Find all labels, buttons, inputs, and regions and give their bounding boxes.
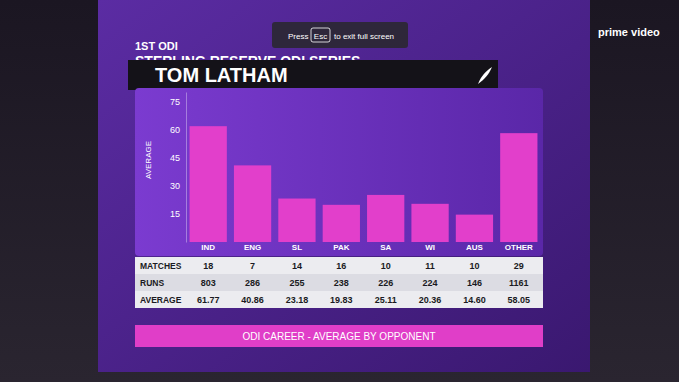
graphic-panel — [98, 0, 590, 372]
plot-panel — [135, 88, 543, 256]
bar — [323, 205, 360, 242]
table-cell: 40.86 — [241, 295, 264, 305]
table-cell: 16 — [336, 261, 346, 271]
bar — [456, 215, 493, 242]
table-cell: 7 — [250, 261, 255, 271]
table-cell: 58.05 — [508, 295, 531, 305]
y-tick: 30 — [170, 181, 186, 191]
row-label: MATCHES — [140, 261, 182, 271]
x-tick: OTHER — [505, 242, 533, 252]
broadcaster: prime video — [598, 26, 660, 38]
bar — [278, 199, 315, 242]
player-name: TOM LATHAM — [155, 64, 288, 86]
bars — [190, 126, 538, 242]
bar — [367, 195, 404, 242]
background — [0, 0, 679, 382]
table-cell: 19.83 — [330, 295, 353, 305]
notice-key: Esc — [314, 32, 327, 41]
player-bar — [128, 60, 498, 90]
notice-text: Press — [288, 32, 308, 41]
table-cell: 146 — [467, 278, 482, 288]
table-cell: 10 — [469, 261, 479, 271]
table-cell: 238 — [334, 278, 349, 288]
y-tick: 45 — [170, 153, 186, 163]
table-row — [135, 257, 543, 274]
x-tick: IND — [201, 242, 215, 252]
fern-icon — [478, 67, 492, 84]
x-axis: IND ENG SL PAK SA WI AUS OTHER — [187, 242, 542, 252]
x-tick-label: OTHER — [505, 243, 533, 252]
stats-table: MATCHES 18 7 14 16 10 11 10 29 RUNS 803 286 255 238 22… — [135, 257, 543, 308]
y-axis: 15 30 45 60 75 — [170, 93, 187, 243]
x-tick-label: SL — [292, 243, 302, 252]
x-tick-label: ENG — [244, 243, 261, 252]
table-row — [135, 274, 543, 291]
table-cell: 1161 — [509, 278, 529, 288]
table-cell: 14.60 — [463, 295, 486, 305]
bar — [234, 165, 271, 242]
x-tick-label: PAK — [333, 243, 350, 252]
table-cell: 25.11 — [375, 295, 397, 305]
bar — [500, 133, 537, 242]
x-axis-line — [187, 242, 542, 243]
table-cell: 226 — [378, 278, 393, 288]
y-axis-title: AVERAGE — [144, 141, 153, 179]
table-cell: 10 — [381, 261, 391, 271]
x-tick: SL — [292, 242, 302, 252]
bar — [411, 204, 448, 242]
x-tick: PAK — [333, 242, 350, 252]
table-cell: 255 — [289, 278, 304, 288]
x-tick: AUS — [466, 242, 484, 252]
notice-key-box — [311, 28, 330, 42]
chart-title: ODI CAREER - AVERAGE BY OPPONENT — [242, 331, 435, 342]
y-axis-line — [186, 93, 187, 243]
y-tick: 60 — [170, 125, 186, 135]
y-tick-label: 75 — [170, 97, 180, 107]
x-tick: SA — [380, 242, 391, 252]
x-tick-label: SA — [380, 243, 391, 252]
table-cell: 11 — [425, 261, 435, 271]
chart-root: 1ST ODISTERLING RESERVE ODI SERIESTOM LA… — [0, 0, 679, 382]
table-cell: 29 — [514, 261, 524, 271]
table-cell: 23.18 — [286, 295, 309, 305]
table-row — [135, 291, 543, 308]
table-cell: 14 — [292, 261, 302, 271]
x-tick: WI — [425, 242, 435, 252]
x-tick-label: WI — [425, 243, 435, 252]
title-bar — [135, 325, 543, 347]
x-tick-label: IND — [201, 243, 215, 252]
x-tick-label: AUS — [466, 243, 484, 252]
notice-text: to exit full screen — [334, 32, 394, 41]
y-tick-label: 15 — [170, 209, 180, 219]
y-tick-label: 60 — [170, 125, 180, 135]
bar — [190, 126, 227, 242]
y-tick-label: 30 — [170, 181, 180, 191]
table-cell: 286 — [245, 278, 260, 288]
row-label: AVERAGE — [140, 295, 182, 305]
table-cell: 61.77 — [197, 295, 220, 305]
y-tick: 15 — [170, 209, 186, 219]
x-tick: ENG — [244, 242, 261, 252]
y-tick-label: 45 — [170, 153, 180, 163]
table-cell: 224 — [423, 278, 438, 288]
table-cell: 803 — [201, 278, 216, 288]
match-label: 1ST ODI — [135, 40, 178, 52]
y-tick: 75 — [170, 97, 186, 107]
table-cell: 20.36 — [419, 295, 442, 305]
table-cell: 18 — [203, 261, 213, 271]
row-label: RUNS — [140, 278, 164, 288]
notice-box — [272, 22, 408, 48]
